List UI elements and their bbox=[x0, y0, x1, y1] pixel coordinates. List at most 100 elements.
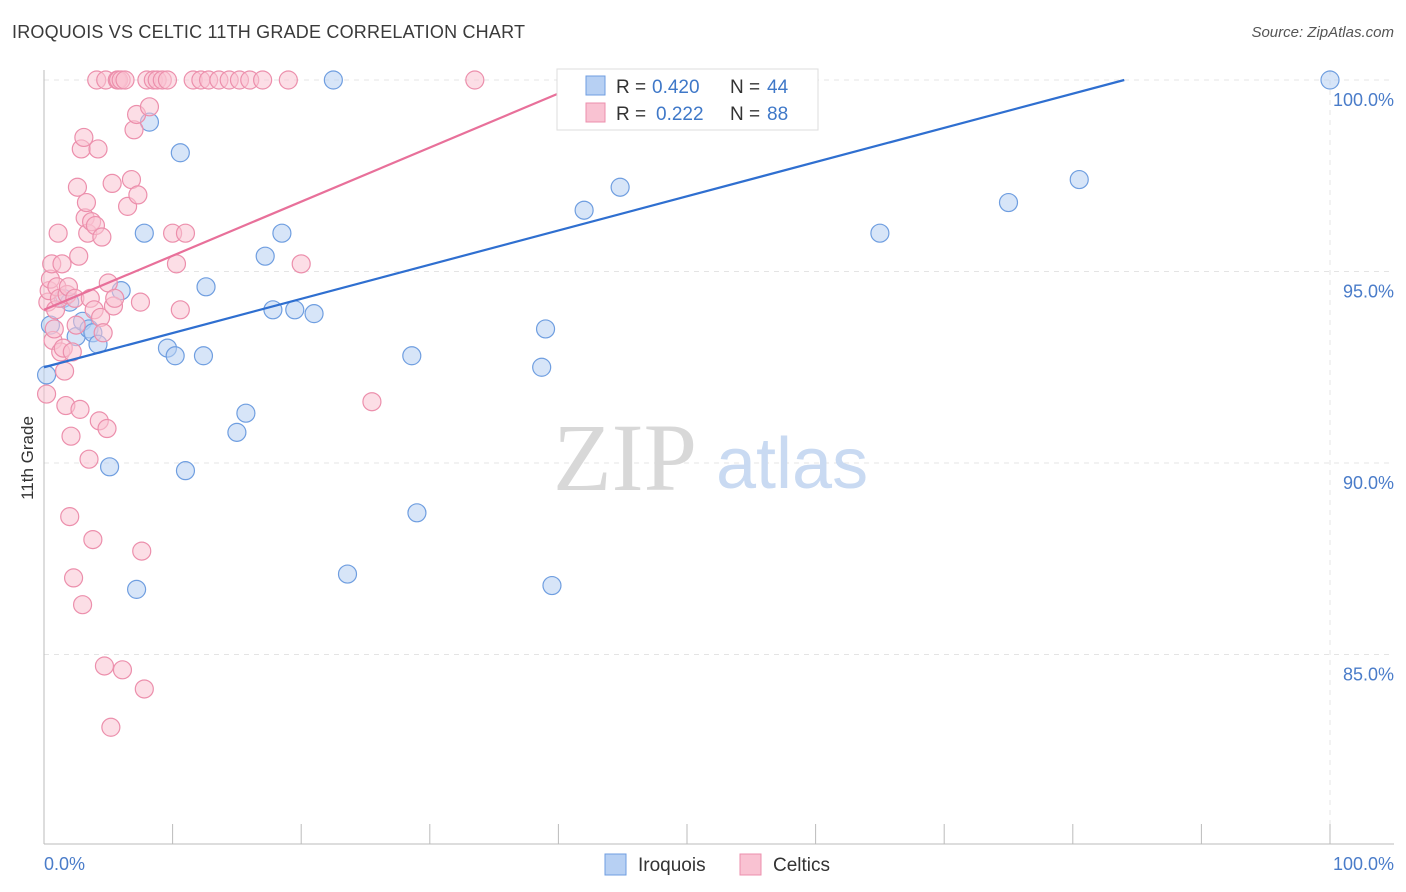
trend-layer bbox=[43, 78, 1125, 369]
y-tick-label: 85.0% bbox=[1343, 665, 1394, 685]
celtics-point bbox=[102, 173, 122, 194]
iroquois-point bbox=[323, 70, 343, 90]
celtics-trend-line bbox=[43, 78, 591, 311]
iroquois-point bbox=[272, 223, 292, 243]
stats-r-label-celtics: R = bbox=[616, 104, 646, 125]
celtics-point bbox=[74, 127, 94, 148]
celtics-point bbox=[62, 342, 82, 362]
iroquois-point bbox=[196, 277, 216, 297]
celtics-point bbox=[132, 541, 152, 561]
celtics-point bbox=[139, 97, 160, 117]
stats-n-value-celtics: 88 bbox=[767, 104, 788, 125]
watermark: ZIP atlas bbox=[553, 404, 868, 511]
iroquois-point bbox=[1069, 169, 1089, 190]
watermark-zip: ZIP bbox=[553, 404, 697, 511]
celtics-point bbox=[48, 223, 68, 243]
iroquois-point bbox=[407, 503, 427, 523]
celtics-point bbox=[76, 192, 97, 213]
celtics-point bbox=[101, 717, 121, 737]
stats-r-label-iroquois: R = bbox=[616, 77, 646, 98]
y-tick-labels: 85.0% 90.0% 95.0% 100.0% bbox=[1333, 90, 1394, 685]
celtics-point bbox=[94, 656, 115, 676]
celtics-point bbox=[83, 529, 103, 550]
celtics-point bbox=[79, 449, 99, 469]
celtics-point bbox=[97, 418, 117, 439]
legend-swatch-celtics bbox=[739, 853, 762, 876]
celtics-point bbox=[36, 384, 57, 404]
legend-label-celtics: Celtics bbox=[773, 855, 830, 876]
iroquois-point bbox=[998, 192, 1019, 213]
iroquois-point bbox=[36, 365, 57, 385]
iroquois-point bbox=[227, 422, 247, 442]
iroquois-point bbox=[304, 304, 324, 324]
celtics-point bbox=[105, 288, 125, 308]
y-tick-label: 90.0% bbox=[1343, 473, 1394, 493]
celtics-point bbox=[170, 300, 190, 320]
iroquois-point bbox=[134, 223, 154, 243]
iroquois-point bbox=[542, 575, 562, 596]
iroquois-point bbox=[263, 300, 283, 320]
celtics-point bbox=[66, 315, 86, 335]
iroquois-point bbox=[170, 143, 190, 163]
legend: Iroquois Celtics bbox=[604, 853, 830, 876]
iroquois-point bbox=[610, 177, 630, 197]
watermark-atlas: atlas bbox=[716, 424, 868, 504]
stats-r-value-iroquois: 0.420 bbox=[652, 77, 700, 98]
iroquois-point bbox=[1320, 70, 1340, 90]
stats-n-value-iroquois: 44 bbox=[767, 77, 789, 98]
iroquois-point bbox=[532, 357, 552, 377]
iroquois-point bbox=[175, 461, 196, 481]
legend-label-iroquois: Iroquois bbox=[638, 855, 706, 876]
stats-box: R = 0.420 N = 44 R = 0.222 N = 88 bbox=[556, 68, 819, 131]
stats-n-label-iroquois: N = bbox=[730, 77, 760, 98]
iroquois-point bbox=[99, 457, 120, 477]
iroquois-point bbox=[126, 579, 147, 599]
iroquois-point bbox=[255, 246, 275, 266]
source-label: Source: ZipAtlas.com bbox=[1251, 24, 1394, 41]
celtics-point bbox=[70, 399, 90, 419]
celtics-point bbox=[112, 660, 133, 680]
x-tick-label-max: 100.0% bbox=[1333, 854, 1394, 874]
celtics-point bbox=[67, 177, 88, 197]
celtics-point bbox=[54, 361, 75, 381]
stats-n-label-celtics: N = bbox=[730, 104, 760, 125]
iroquois-trend-line bbox=[43, 78, 1125, 369]
stats-swatch-celtics bbox=[585, 102, 606, 123]
celtics-point bbox=[253, 70, 273, 90]
celtics-point bbox=[128, 185, 148, 205]
celtics-point bbox=[175, 223, 196, 243]
celtics-point bbox=[134, 679, 154, 699]
y-tick-label: 100.0% bbox=[1333, 90, 1394, 110]
celtics-point bbox=[115, 70, 135, 90]
iroquois-point bbox=[535, 319, 556, 339]
x-ticks bbox=[43, 824, 1331, 844]
celtics-point bbox=[61, 426, 81, 446]
chart-title: IROQUOIS VS CELTIC 11TH GRADE CORRELATIO… bbox=[12, 22, 526, 42]
celtics-point bbox=[63, 568, 84, 588]
iroquois-point bbox=[285, 300, 305, 320]
celtics-point bbox=[157, 70, 178, 90]
celtics-point bbox=[60, 507, 80, 527]
celtics-point bbox=[69, 246, 89, 266]
x-tick-label-min: 0.0% bbox=[44, 854, 85, 874]
celtics-point bbox=[130, 292, 151, 312]
stats-swatch-iroquois bbox=[585, 75, 606, 96]
iroquois-point bbox=[193, 346, 214, 366]
celtics-point bbox=[88, 139, 108, 159]
celtics-point bbox=[278, 70, 298, 90]
celtics-point bbox=[93, 323, 113, 343]
iroquois-point bbox=[574, 200, 594, 220]
legend-swatch-iroquois bbox=[604, 853, 627, 876]
celtics-point bbox=[44, 319, 64, 339]
iroquois-point bbox=[402, 346, 422, 366]
stats-r-value-celtics: 0.222 bbox=[656, 104, 704, 125]
y-axis-title: 11th Grade bbox=[18, 416, 37, 500]
celtics-point bbox=[52, 254, 72, 274]
celtics-point bbox=[465, 70, 485, 90]
iroquois-point bbox=[870, 223, 890, 243]
celtics-point bbox=[92, 227, 112, 247]
celtics-point bbox=[72, 595, 93, 615]
iroquois-point bbox=[337, 564, 358, 584]
iroquois-point bbox=[236, 403, 256, 423]
